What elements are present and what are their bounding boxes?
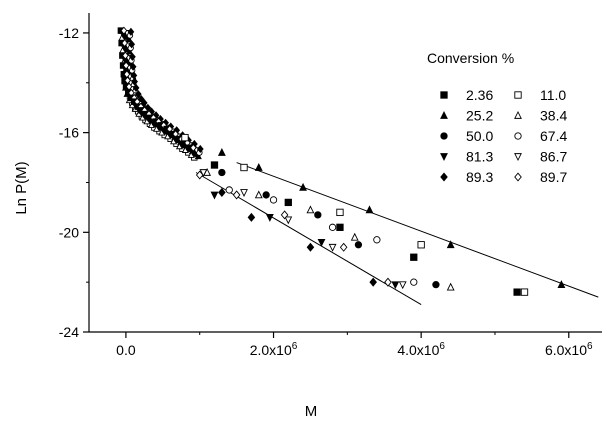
marker-triangle-open [306, 205, 315, 214]
marker-triangle-down-open [514, 153, 522, 162]
marker-square-filled [513, 288, 521, 296]
legend-label: 67.4 [540, 128, 567, 144]
marker-square-filled [336, 223, 344, 231]
y-tick-label: -16 [59, 125, 79, 141]
marker-diamond-open [339, 242, 348, 252]
marker-square-open [181, 133, 189, 142]
marker-square-open [417, 241, 425, 249]
fit-line [236, 162, 599, 298]
marker-diamond-filled [196, 144, 204, 154]
marker-diamond-filled [127, 27, 135, 36]
marker-square-open [520, 288, 529, 296]
marker-diamond-filled [131, 77, 138, 86]
marker-triangle-open [254, 190, 263, 199]
marker-diamond-open [232, 190, 241, 200]
marker-circle-filled [354, 241, 363, 249]
marker-circle-open [269, 196, 278, 204]
marker-diamond-filled [306, 242, 315, 252]
x-tick-label: 0.0 [116, 342, 136, 358]
x-axis-label: M [305, 403, 318, 420]
legend-title: Conversion % [427, 50, 514, 66]
marker-triangle-filled [446, 240, 455, 249]
marker-square-filled [284, 198, 292, 207]
marker-diamond-filled [247, 212, 256, 222]
marker-triangle-down-open [398, 281, 407, 290]
marker-circle-filled [440, 132, 448, 140]
marker-circle-open [225, 186, 233, 194]
legend-label: 86.7 [540, 149, 567, 165]
marker-triangle-open [514, 110, 522, 119]
legend-label: 81.3 [466, 149, 493, 165]
marker-triangle-down-filled [440, 153, 448, 162]
marker-triangle-filled [217, 148, 226, 156]
y-tick-label: -20 [59, 224, 79, 240]
marker-triangle-down-open [199, 169, 208, 178]
legend-label: 2.36 [466, 87, 493, 103]
y-tick-label: -24 [59, 324, 79, 340]
marker-square-filled [410, 253, 418, 261]
marker-square-filled [440, 91, 448, 99]
marker-circle-open [514, 132, 522, 140]
marker-circle-open [373, 236, 381, 244]
marker-square-open [240, 163, 248, 172]
y-axis-label: Ln P(M) [13, 161, 30, 214]
marker-circle-filled [314, 211, 322, 219]
marker-triangle-down-filled [391, 281, 400, 290]
marker-circle-filled [432, 280, 440, 289]
marker-diamond-open [189, 143, 197, 152]
marker-square-filled [210, 161, 219, 169]
marker-square-open [336, 208, 344, 217]
marker-triangle-open [446, 282, 455, 291]
marker-circle-open [410, 278, 418, 286]
marker-triangle-down-open [284, 216, 293, 225]
marker-triangle-down-filled [210, 191, 219, 200]
legend-label: 11.0 [540, 87, 566, 103]
marker-diamond-filled [440, 172, 448, 182]
marker-diamond-filled [132, 83, 140, 92]
legend-label: 25.2 [466, 108, 493, 124]
marker-diamond-filled [218, 187, 226, 197]
marker-circle-filled [262, 191, 270, 199]
marker-diamond-filled [128, 40, 136, 49]
marker-triangle-down-open [240, 189, 248, 197]
marker-triangle-down-open [328, 243, 337, 252]
marker-triangle-filled [557, 280, 566, 288]
marker-triangle-filled [365, 205, 374, 214]
x-tick-label: 4.0x106 [397, 341, 445, 358]
marker-triangle-filled [254, 162, 263, 171]
x-tick-label: 6.0x106 [545, 341, 593, 358]
marker-diamond-open [120, 26, 128, 35]
legend-label: 38.4 [540, 108, 567, 124]
marker-diamond-open [384, 277, 392, 287]
y-tick-label: -12 [59, 25, 79, 41]
marker-triangle-down-filled [265, 214, 274, 222]
x-tick-label: 2.0x106 [250, 341, 298, 358]
marker-triangle-down-filled [317, 238, 326, 247]
marker-diamond-open [280, 210, 289, 220]
marker-diamond-filled [129, 62, 137, 71]
marker-diamond-open [195, 170, 204, 180]
legend: 2.36 11.0 25.2 38.4 50.0 67.4 81.3 86.7 89.3 89.7 [440, 87, 567, 185]
legend-label: 89.3 [466, 169, 493, 185]
marker-circle-filled [218, 168, 226, 177]
marker-circle-open [328, 223, 337, 231]
data-points [117, 26, 566, 296]
legend-label: 89.7 [540, 169, 567, 185]
marker-diamond-open [514, 172, 522, 182]
plot-axes: 0.0 2.0x106 4.0x106 6.0x106 -12 -16 -20 -24 [59, 13, 602, 358]
marker-diamond-open [121, 39, 129, 48]
marker-triangle-filled [440, 110, 448, 119]
marker-triangle-filled [299, 182, 307, 191]
legend-label: 50.0 [466, 128, 493, 144]
marker-triangle-open [350, 232, 359, 241]
marker-diamond-open [122, 61, 130, 70]
marker-diamond-filled [128, 52, 136, 61]
marker-diamond-open [121, 51, 129, 60]
marker-square-open [514, 91, 522, 99]
marker-diamond-filled [369, 277, 377, 287]
